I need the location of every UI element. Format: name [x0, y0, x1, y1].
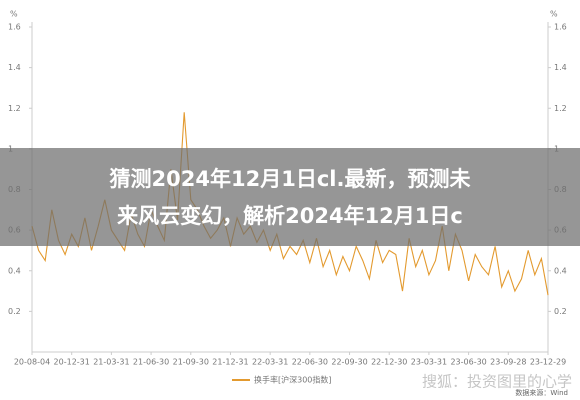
y-tick-label: 1.6 [8, 23, 21, 32]
banner-line: 猜测2024年12月1日cl.最新，预测未 [109, 167, 471, 191]
y2-tick-label: 1.6 [554, 23, 567, 32]
x-tick-label: 20-08-04 [14, 358, 50, 367]
y-tick-label: 1.2 [8, 104, 21, 113]
y2-tick-label: 0.2 [554, 307, 567, 316]
x-tick-label: 21-09-30 [173, 358, 209, 367]
y-unit: % [10, 10, 18, 19]
x-tick-label: 22-09-30 [331, 358, 367, 367]
x-tick-label: 20-12-31 [54, 358, 90, 367]
watermark-source: 数据来源：Wind [515, 388, 568, 397]
y2-tick-label: 1.2 [554, 104, 567, 113]
x-tick-label: 22-12-30 [371, 358, 407, 367]
x-tick-label: 23-12-29 [530, 358, 566, 367]
x-tick-label: 21-03-31 [93, 358, 129, 367]
x-tick-label: 21-12-31 [212, 358, 248, 367]
legend-label: 换手率[沪深300指数] [254, 375, 332, 385]
x-tick-label: 22-06-30 [292, 358, 328, 367]
x-tick-label: 21-06-30 [133, 358, 169, 367]
y2-tick-label: 1.4 [554, 63, 567, 72]
y-tick-label: 0.2 [8, 307, 21, 316]
x-tick-label: 22-03-31 [252, 358, 288, 367]
y2-unit: % [550, 10, 558, 19]
x-tick-label: 23-09-28 [490, 358, 526, 367]
y-tick-label: 0.4 [8, 266, 21, 275]
banner-line: 来风云变幻，解析2024年12月1日c [117, 204, 463, 228]
x-tick-label: 23-03-31 [411, 358, 447, 367]
y2-tick-label: 0.4 [554, 266, 567, 275]
x-tick-label: 23-06-30 [450, 358, 486, 367]
watermark-brand: 搜狐：投资图里的心学 [422, 373, 572, 391]
banner [0, 148, 580, 246]
y-tick-label: 1.4 [8, 63, 21, 72]
